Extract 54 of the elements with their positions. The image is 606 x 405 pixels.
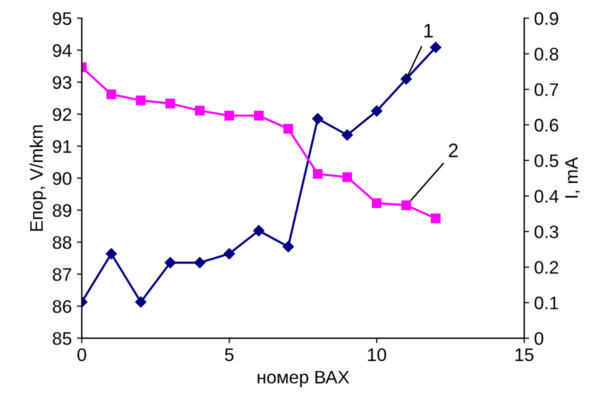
- point: [164, 257, 176, 268]
- point: [312, 169, 323, 179]
- point: [165, 98, 176, 108]
- point: [136, 95, 146, 106]
- y-axis-title: Eпор, V/mkm: [30, 125, 46, 231]
- y2-tick-label: 0.1: [534, 296, 558, 310]
- annotation: 1: [424, 24, 433, 38]
- y-tick-label: 85: [52, 332, 72, 345]
- point: [224, 110, 234, 120]
- y2-axis-title: I, mA: [565, 157, 580, 198]
- y2-tick-label: 0: [534, 332, 544, 345]
- point: [342, 172, 352, 182]
- point: [372, 198, 382, 208]
- y2-tick-label: 0.7: [534, 83, 558, 96]
- x-tick-label: 10: [368, 348, 386, 362]
- point: [283, 124, 294, 134]
- y-tick-label: 92: [52, 108, 72, 121]
- y2-tick-label: 0.6: [534, 118, 558, 132]
- point: [254, 110, 264, 120]
- x-tick-label: 0: [77, 348, 86, 362]
- point: [282, 241, 294, 252]
- y-tick-label: 89: [52, 204, 72, 217]
- point: [342, 129, 353, 141]
- annotation: 2: [448, 144, 458, 158]
- y-tick-label: 90: [52, 172, 72, 185]
- y2-tick-label: 0.3: [534, 225, 558, 238]
- point: [400, 73, 412, 85]
- point: [430, 214, 441, 224]
- point: [253, 225, 264, 236]
- y2-tick-label: 0.2: [534, 261, 558, 274]
- point: [194, 106, 205, 116]
- x-axis-title: номер ВАХ: [258, 370, 350, 388]
- y-tick-label: 86: [52, 300, 72, 313]
- y-tick-label: 93: [52, 76, 72, 89]
- y2-tick-label: 0.8: [534, 48, 558, 60]
- y2-tick-label: 0.9: [534, 12, 558, 25]
- y-tick-label: 87: [52, 268, 72, 281]
- x-tick-label: 15: [516, 348, 534, 362]
- point: [106, 89, 116, 100]
- y-tick-label: 91: [52, 140, 72, 153]
- y2-tick-label: 0.4: [534, 190, 558, 203]
- y2-tick-label: 0.5: [534, 154, 558, 168]
- x-tick-label: 5: [224, 348, 234, 362]
- y-tick-label: 88: [52, 236, 72, 249]
- point: [224, 248, 235, 260]
- point: [106, 248, 117, 260]
- y-tick-label: 95: [52, 12, 72, 25]
- point: [401, 200, 412, 210]
- point: [135, 296, 146, 308]
- point: [430, 42, 442, 53]
- point: [312, 113, 324, 124]
- point: [371, 105, 382, 117]
- y-tick-label: 94: [52, 44, 72, 57]
- point: [194, 257, 206, 268]
